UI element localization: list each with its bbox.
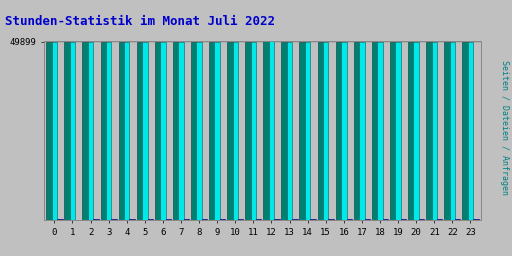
Bar — [414, 42, 419, 220]
Text: Stunden-Statistik im Monat Juli 2022: Stunden-Statistik im Monat Juli 2022 — [5, 15, 275, 28]
Bar — [52, 42, 57, 220]
Bar — [269, 41, 274, 220]
Bar — [323, 42, 328, 220]
Bar — [274, 219, 280, 220]
Bar — [292, 219, 297, 220]
Bar — [46, 42, 52, 220]
Bar — [359, 42, 365, 220]
Bar — [256, 219, 262, 220]
Bar — [227, 42, 232, 220]
Bar — [372, 42, 377, 220]
Bar — [65, 42, 70, 220]
Bar — [419, 219, 424, 220]
Bar — [450, 42, 455, 220]
Bar — [160, 42, 165, 220]
Bar — [142, 42, 147, 220]
Bar — [215, 42, 220, 220]
Bar — [426, 42, 432, 220]
Bar — [444, 42, 450, 220]
Bar — [147, 219, 153, 220]
Bar — [287, 42, 292, 220]
Bar — [70, 42, 75, 220]
Bar — [191, 42, 197, 220]
Bar — [137, 42, 142, 220]
Bar — [93, 219, 99, 220]
Bar — [57, 219, 62, 220]
Bar — [209, 42, 215, 220]
Bar — [395, 42, 401, 220]
Bar — [468, 42, 473, 220]
Bar — [220, 219, 225, 220]
Bar — [130, 219, 135, 220]
Bar — [251, 42, 256, 220]
Bar — [263, 41, 269, 220]
Bar — [124, 42, 130, 220]
Bar — [354, 42, 359, 220]
Bar — [462, 42, 468, 220]
Bar — [184, 219, 189, 220]
Bar — [232, 42, 238, 220]
Bar — [106, 42, 111, 220]
Bar — [202, 219, 207, 220]
Bar — [310, 219, 316, 220]
Bar — [382, 219, 388, 220]
Bar — [197, 42, 202, 220]
Text: Seiten / Dateien / Anfragen: Seiten / Dateien / Anfragen — [500, 60, 509, 196]
Bar — [377, 42, 382, 220]
Bar — [432, 42, 437, 220]
Bar — [328, 219, 334, 220]
Bar — [473, 219, 479, 220]
Bar — [341, 42, 347, 220]
Bar — [365, 219, 370, 220]
Bar — [347, 219, 352, 220]
Bar — [88, 42, 93, 220]
Bar — [100, 42, 106, 220]
Bar — [437, 219, 442, 220]
Bar — [317, 42, 323, 220]
Bar — [165, 219, 171, 220]
Bar — [390, 42, 395, 220]
Bar — [173, 42, 178, 220]
Bar — [119, 42, 124, 220]
Bar — [245, 42, 251, 220]
Bar — [305, 42, 310, 220]
Bar — [336, 42, 341, 220]
Bar — [408, 42, 414, 220]
Bar — [178, 42, 184, 220]
Bar — [455, 219, 460, 220]
Bar — [300, 42, 305, 220]
Bar — [82, 42, 88, 220]
Bar — [401, 219, 406, 220]
Bar — [155, 42, 160, 220]
Bar — [282, 42, 287, 220]
Bar — [238, 219, 243, 220]
Bar — [111, 219, 117, 220]
